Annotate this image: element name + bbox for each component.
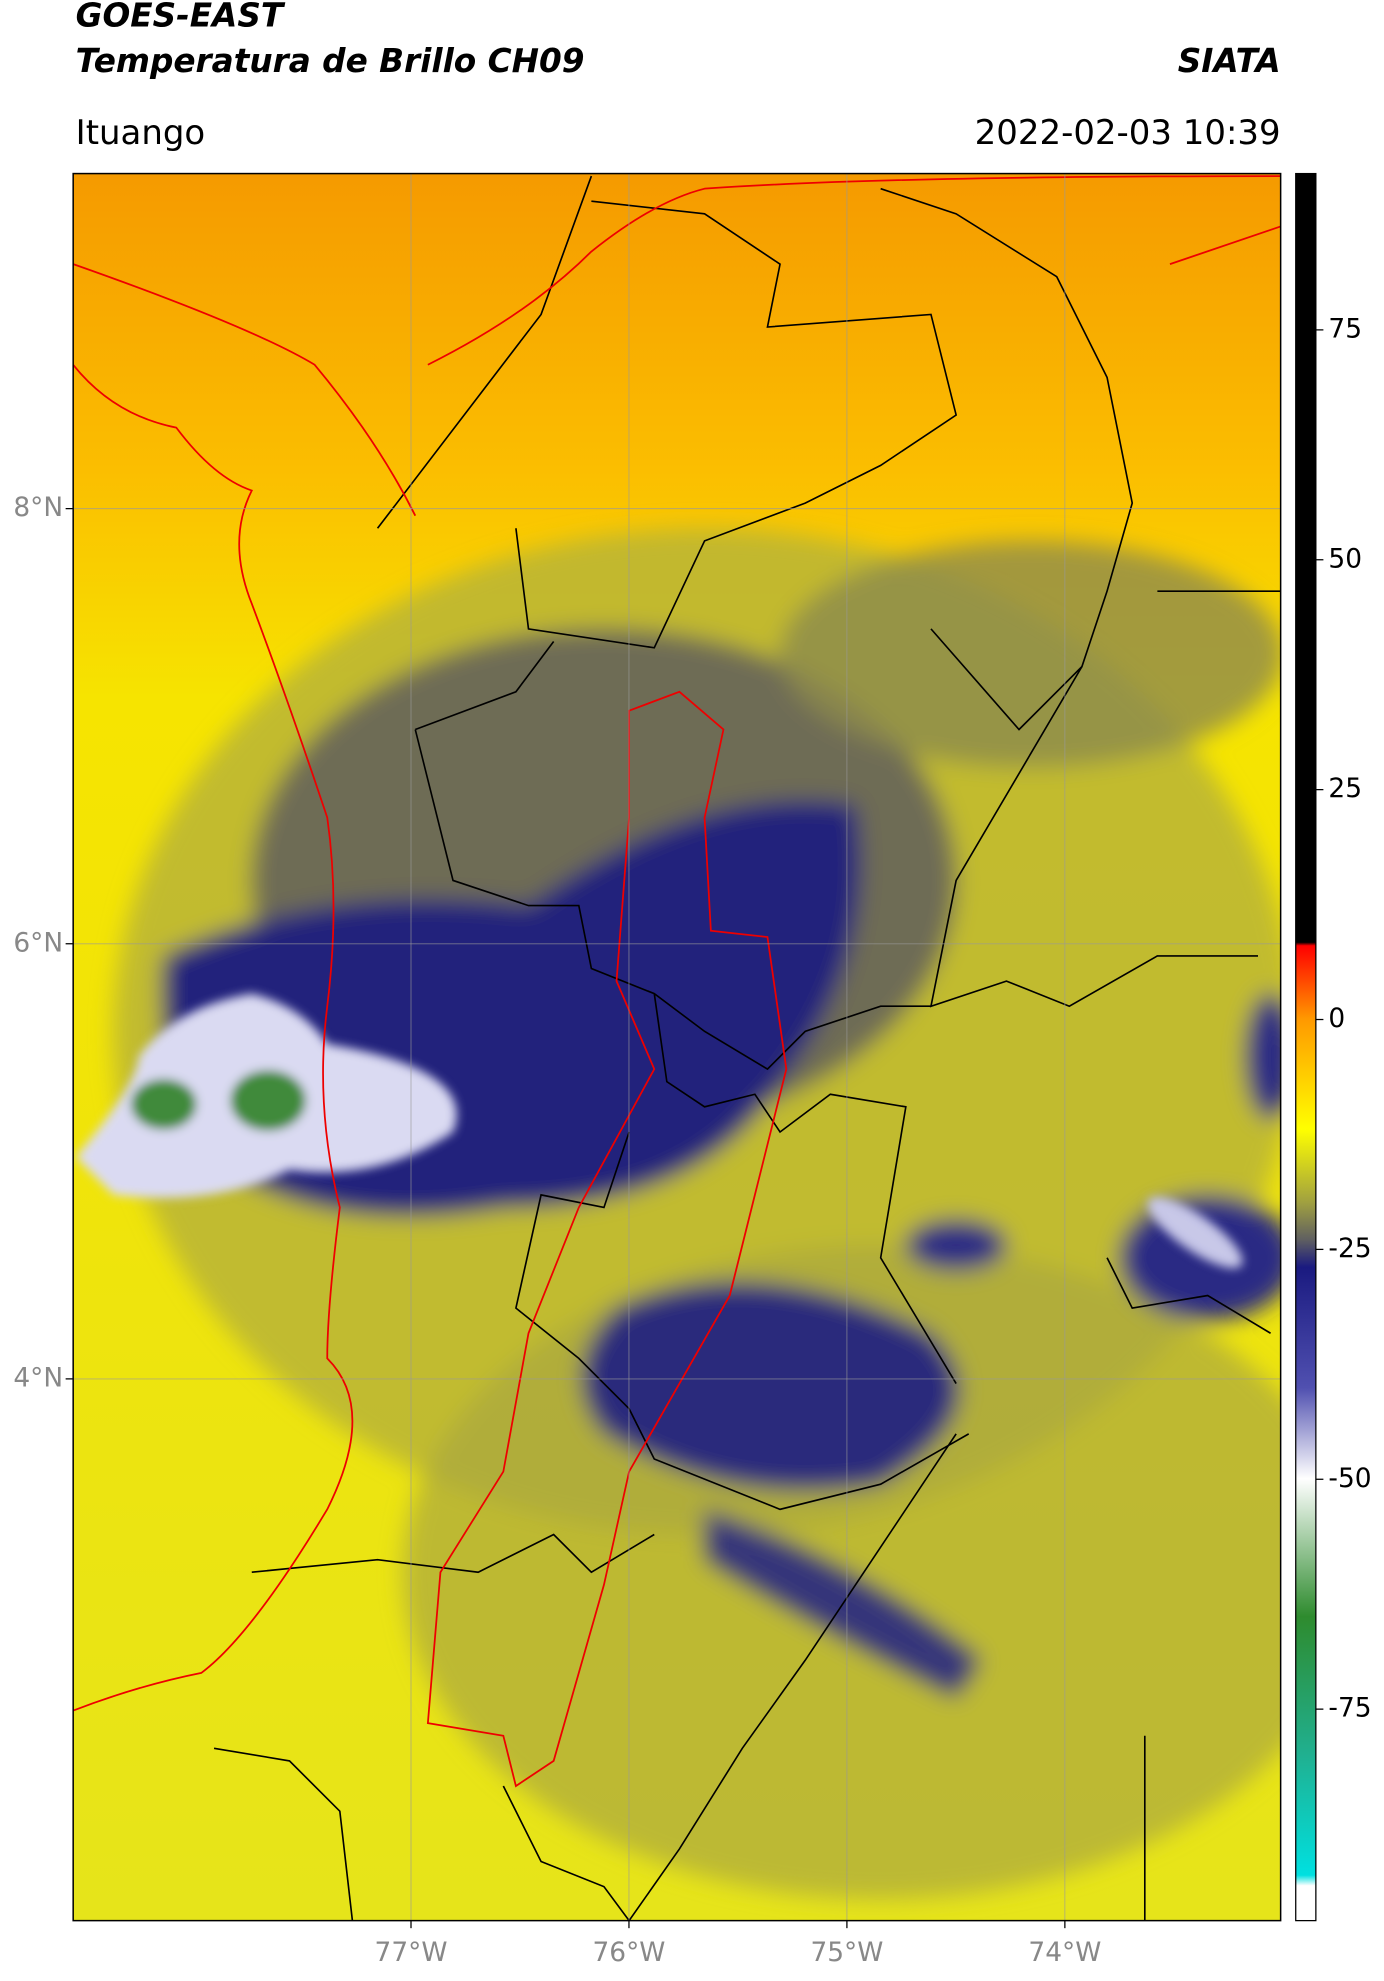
map	[73, 173, 1281, 1921]
lat-tick-label: 6°N	[13, 927, 63, 958]
graticule	[73, 173, 1281, 1921]
admin-boundaries	[213, 175, 1281, 1921]
map-frame	[72, 172, 1282, 1922]
lon-tick-label: 75°W	[810, 1937, 883, 1968]
colorbar-tick-label: -25	[1328, 1233, 1371, 1264]
colorbar-tick-label: 50	[1328, 543, 1362, 574]
colorbar-tick-label: 25	[1328, 773, 1362, 804]
coastline-and-region	[73, 175, 1281, 1788]
lat-tick-label: 4°N	[13, 1362, 63, 1393]
lon-tick-label: 77°W	[375, 1937, 448, 1968]
lat-tick-label: 8°N	[13, 492, 63, 523]
datetime: 2022-02-03 10:39	[975, 113, 1281, 153]
lon-tick-label: 76°W	[592, 1937, 665, 1968]
brand: SIATA	[1178, 42, 1281, 80]
cold-cloud-tops	[75, 993, 1243, 1269]
colorbar-tick-label: -75	[1328, 1693, 1371, 1724]
title: GOES-EAST	[76, 0, 286, 35]
subtitle: Temperatura de Brillo CH09	[76, 42, 585, 80]
colorbar-tick-label: 0	[1328, 1003, 1345, 1034]
lon-tick-label: 74°W	[1028, 1937, 1101, 1968]
colorbar-tick-label: -50	[1328, 1463, 1371, 1494]
location: Ituango	[76, 113, 206, 153]
cloud-field	[113, 528, 1281, 1900]
colorbar-tick-label: 75	[1328, 313, 1362, 344]
colorbar	[1295, 172, 1317, 1922]
